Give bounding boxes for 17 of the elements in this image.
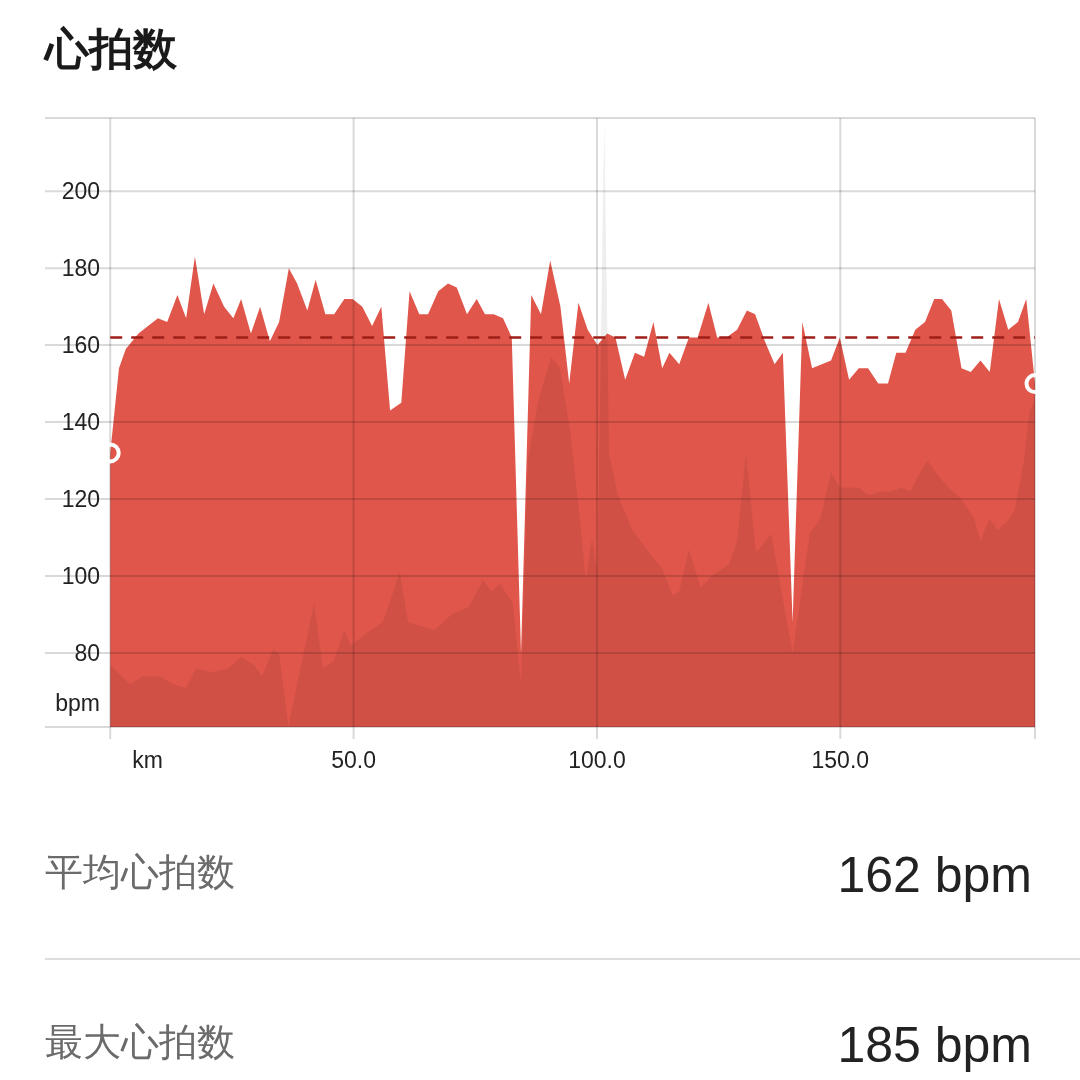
y-tick-label: 180 (61, 255, 100, 282)
x-axis-title: km (132, 747, 163, 773)
x-tick-label: 50.0 (331, 747, 376, 773)
y-tick-label: 160 (61, 332, 100, 359)
y-tick-label: 140 (61, 409, 100, 436)
y-tick-label: 120 (61, 486, 100, 513)
x-tick-label: 100.0 (568, 747, 626, 773)
chart-title: 心拍数 (43, 23, 178, 73)
text: 最大心拍数 (45, 1021, 235, 1063)
y-tick-label: 100 (61, 563, 100, 590)
text: 162 bpm (837, 847, 1032, 903)
text: 平均心拍数 (45, 851, 235, 893)
y-tick-label: 80 (74, 640, 100, 667)
y-tick-label: 200 (61, 178, 100, 205)
x-tick-label: 150.0 (811, 747, 870, 773)
text: 185 bpm (837, 1017, 1032, 1073)
y-axis-title: bpm (55, 690, 100, 716)
